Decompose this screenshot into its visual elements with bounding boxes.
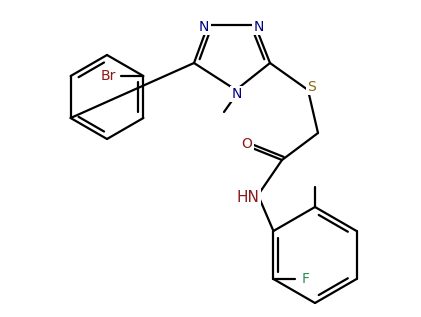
Text: S: S xyxy=(308,80,316,94)
Text: F: F xyxy=(301,272,309,286)
Text: N: N xyxy=(254,20,264,34)
Text: N: N xyxy=(232,87,242,101)
Text: O: O xyxy=(242,137,253,151)
Text: N: N xyxy=(199,20,209,34)
Text: Br: Br xyxy=(101,69,116,83)
Text: HN: HN xyxy=(237,190,259,204)
